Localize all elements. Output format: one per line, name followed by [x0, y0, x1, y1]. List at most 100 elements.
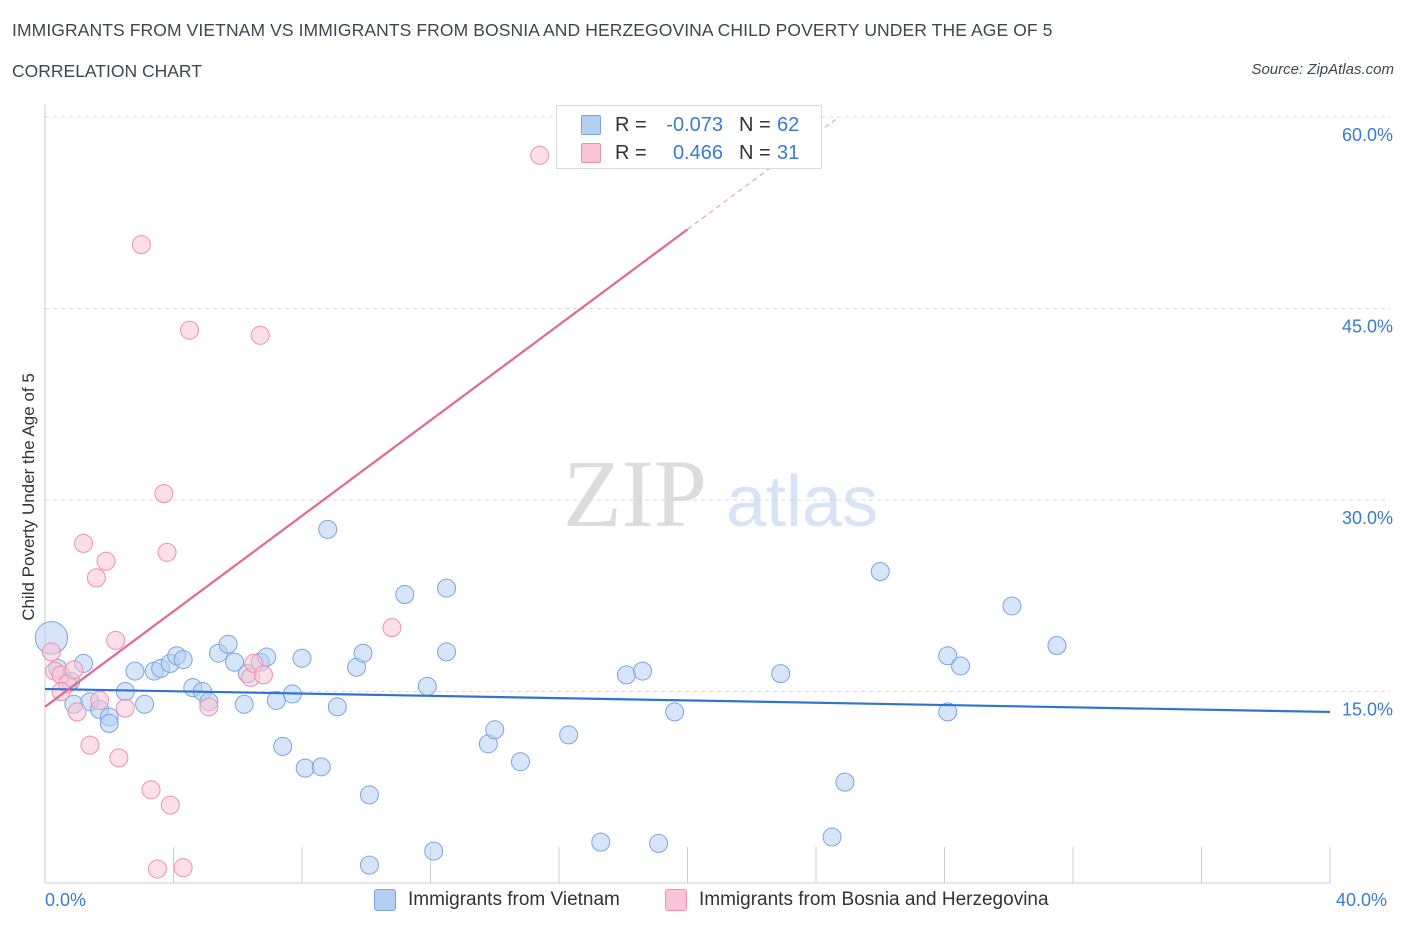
series-legend: Immigrants from Vietnam Immigrants from … — [0, 889, 1406, 915]
point-vietnam — [395, 584, 415, 604]
point-vietnam — [665, 702, 685, 722]
legend-label-vietnam: Immigrants from Vietnam — [408, 889, 620, 910]
point-bosnia — [41, 642, 61, 662]
point-vietnam — [822, 827, 842, 847]
y-tick-label: 60.0% — [1342, 125, 1393, 145]
legend-n-label: N = — [739, 113, 771, 136]
y-tick-label: 30.0% — [1342, 508, 1393, 528]
point-vietnam — [1002, 596, 1022, 616]
data-points — [34, 145, 1067, 879]
point-bosnia — [96, 551, 116, 571]
legend-item-bosnia: Immigrants from Bosnia and Herzegovina — [665, 889, 1049, 911]
point-vietnam — [951, 656, 971, 676]
point-vietnam — [424, 841, 444, 861]
point-vietnam — [327, 697, 347, 717]
chart-subtitle: CORRELATION CHART — [12, 61, 202, 81]
point-vietnam — [225, 652, 245, 672]
y-tick-label: 15.0% — [1342, 700, 1393, 720]
legend-r-value: 0.466 — [672, 141, 723, 164]
watermark-zip: ZIP — [563, 440, 707, 547]
legend-r-value: -0.073 — [666, 113, 723, 136]
trend-line-bosnia — [44, 228, 689, 708]
legend-item-vietnam: Immigrants from Vietnam — [374, 889, 620, 911]
stats-legend: R = -0.073 N = 62 R = 0.466 N = 31 — [556, 105, 822, 169]
point-vietnam — [125, 661, 145, 681]
point-vietnam — [633, 661, 653, 681]
point-vietnam — [173, 650, 193, 670]
point-vietnam — [218, 634, 238, 654]
point-bosnia — [106, 630, 126, 650]
point-vietnam — [266, 690, 286, 710]
point-vietnam — [938, 646, 958, 666]
point-vietnam — [359, 785, 379, 805]
point-bosnia — [154, 484, 174, 504]
point-bosnia — [160, 795, 180, 815]
point-vietnam — [292, 648, 312, 668]
point-vietnam — [510, 752, 530, 772]
point-vietnam — [938, 702, 958, 722]
point-bosnia — [90, 690, 110, 710]
point-vietnam — [295, 758, 315, 778]
point-vietnam — [359, 855, 379, 875]
y-tick-label: 45.0% — [1342, 317, 1393, 337]
point-vietnam — [234, 694, 254, 714]
point-vietnam — [485, 720, 505, 740]
point-bosnia — [147, 859, 167, 879]
x-tick-label-max: 40.0% — [1336, 890, 1388, 910]
point-vietnam — [353, 643, 373, 663]
legend-n-value: 62 — [777, 113, 800, 136]
point-bosnia — [180, 320, 200, 340]
point-bosnia — [530, 145, 550, 165]
point-bosnia — [199, 697, 219, 717]
point-vietnam — [649, 833, 669, 853]
point-bosnia — [157, 542, 177, 562]
trend-line-vietnam — [44, 687, 1331, 714]
point-bosnia — [51, 682, 71, 701]
point-vietnam — [437, 578, 457, 598]
point-bosnia — [141, 780, 161, 800]
legend-r-label: R = — [615, 113, 647, 136]
point-vietnam — [559, 725, 579, 745]
point-bosnia — [67, 702, 87, 722]
point-vietnam — [591, 832, 611, 852]
point-bosnia — [64, 660, 84, 680]
y-axis-label: Child Poverty Under the Age of 5 — [19, 373, 38, 621]
point-vietnam — [135, 694, 155, 714]
point-bosnia — [80, 735, 100, 755]
legend-label-bosnia: Immigrants from Bosnia and Herzegovina — [699, 889, 1049, 910]
legend-row-bosnia: R = 0.466 N = 31 — [581, 139, 817, 167]
axes — [44, 105, 1331, 884]
point-bosnia — [86, 568, 106, 588]
point-bosnia — [115, 698, 135, 718]
grid-lines — [45, 116, 1390, 692]
legend-swatch-bosnia — [665, 889, 687, 911]
chart-title: IMMIGRANTS FROM VIETNAM VS IMMIGRANTS FR… — [12, 20, 1053, 40]
legend-r-label: R = — [615, 141, 647, 164]
point-bosnia — [253, 665, 273, 685]
legend-swatch-vietnam — [374, 889, 396, 911]
point-bosnia — [382, 618, 402, 638]
legend-row-vietnam: R = -0.073 N = 62 — [581, 111, 817, 139]
source-note: Source: ZipAtlas.com — [1251, 61, 1394, 78]
point-vietnam — [835, 772, 855, 792]
point-vietnam — [99, 713, 119, 733]
legend-n-value: 31 — [777, 141, 800, 164]
point-vietnam — [417, 676, 437, 696]
point-vietnam — [318, 519, 338, 539]
point-vietnam — [437, 642, 457, 662]
point-bosnia — [74, 533, 94, 553]
tick-labels: 15.0% 30.0% 45.0% 60.0% — [1342, 125, 1393, 720]
legend-swatch-bosnia — [581, 143, 601, 163]
watermark-atlas: atlas — [726, 462, 878, 542]
x-tick-label-min: 0.0% — [45, 890, 87, 910]
point-vietnam — [771, 664, 791, 684]
point-vietnam — [870, 561, 890, 581]
point-bosnia — [250, 325, 270, 345]
point-bosnia — [173, 858, 193, 878]
trend-lines — [44, 119, 1331, 714]
legend-swatch-vietnam — [581, 115, 601, 135]
point-vietnam — [1047, 636, 1067, 656]
point-bosnia — [109, 748, 129, 768]
point-vietnam — [273, 736, 293, 756]
